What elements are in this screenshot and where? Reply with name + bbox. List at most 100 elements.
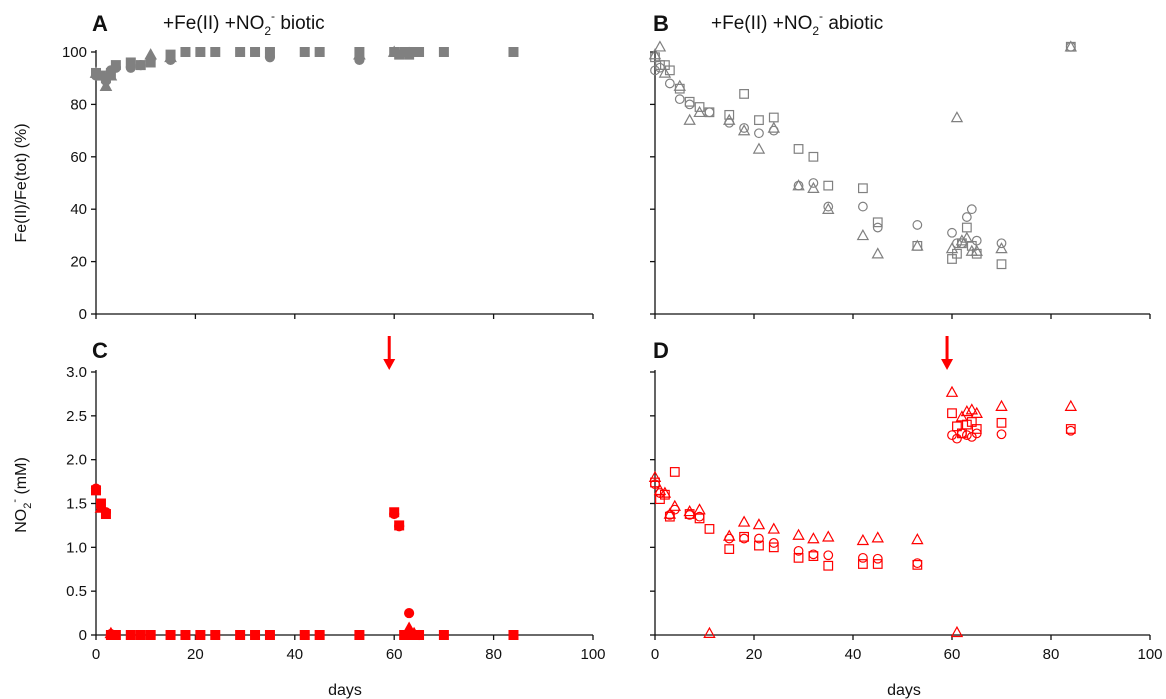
marker-triangle-d — [822, 530, 835, 542]
marker-circle-d — [971, 428, 982, 439]
marker-triangle-b — [1064, 40, 1078, 52]
marker-triangle-b — [752, 142, 766, 154]
x-tick-label-c: 60 — [386, 646, 403, 663]
marker-circle-a — [404, 46, 415, 58]
marker-square-a — [508, 47, 519, 57]
marker-circle-c — [389, 508, 400, 520]
marker-triangle-c — [402, 621, 416, 633]
panel-title-a-sub: 2 — [264, 24, 271, 38]
y-axis-title-bottom-base: NO — [13, 509, 30, 533]
marker-triangle-d — [807, 532, 820, 544]
marker-circle-d — [872, 553, 883, 564]
y-axis-title-bottom: NO2- (mM) — [9, 457, 34, 533]
marker-square-b — [754, 115, 764, 126]
marker-circle-d — [957, 428, 967, 439]
marker-square-d — [857, 559, 868, 569]
marker-triangle-d — [723, 529, 736, 541]
marker-square-b — [684, 96, 695, 107]
x-axis-title-left: days — [328, 682, 362, 699]
marker-triangle-d — [658, 486, 672, 498]
marker-circle-d — [823, 550, 834, 561]
marker-square-c — [180, 630, 191, 640]
marker-circle-b — [739, 123, 749, 133]
marker-square-c — [508, 630, 519, 640]
marker-circle-d — [966, 431, 977, 442]
x-tick-label-d: 0 — [651, 646, 659, 663]
marker-triangle-a — [387, 45, 401, 57]
marker-square-d — [724, 544, 735, 554]
marker-square-c — [210, 630, 221, 640]
marker-circle-b — [947, 227, 957, 238]
marker-circle-b — [966, 204, 977, 215]
marker-triangle-b — [945, 242, 959, 254]
x-tick-label-d: 100 — [1137, 646, 1162, 663]
marker-triangle-d — [970, 406, 983, 418]
marker-square-a — [210, 47, 221, 57]
panel-title-b-sub: 2 — [812, 24, 819, 38]
x-tick-label-c: 0 — [92, 646, 100, 663]
marker-square-a — [250, 47, 261, 57]
marker-circle-b — [684, 99, 695, 110]
y-tick-label-c: 1.5 — [66, 496, 87, 513]
marker-triangle-d — [945, 385, 959, 397]
marker-triangle-d — [965, 403, 979, 415]
marker-circle-d — [650, 479, 660, 490]
marker-circle-d — [858, 552, 868, 563]
marker-square-d — [823, 560, 834, 571]
marker-square-d — [669, 467, 680, 477]
x-tick-label-d: 60 — [944, 646, 961, 663]
y-tick-label-c: 0.5 — [66, 583, 87, 600]
marker-triangle-b — [822, 202, 835, 214]
chart-panel-b — [648, 40, 1151, 319]
marker-circle-b — [996, 238, 1007, 249]
x-tick-label-d: 40 — [845, 646, 862, 663]
marker-square-c — [438, 630, 449, 640]
marker-triangle-a — [99, 79, 113, 91]
marker-circle-d — [1065, 425, 1076, 436]
marker-square-d — [996, 417, 1007, 428]
plot-layer: 0 20 40 60 80 100 0 0.5 1.0 1.5 2.0 2.5 3.0 0 20 40 60 80… — [62, 40, 1163, 663]
x-tick-label-c: 40 — [286, 646, 303, 663]
marker-circle-b — [961, 212, 972, 222]
marker-circle-b — [971, 235, 982, 246]
panel-title-a-base: +Fe(II) +NO — [163, 13, 264, 34]
marker-circle-b — [650, 65, 660, 76]
marker-square-c — [235, 630, 246, 640]
marker-square-c — [264, 630, 275, 640]
marker-circle-b — [872, 222, 883, 233]
marker-circle-b — [858, 201, 868, 212]
marker-triangle-d — [653, 483, 667, 496]
marker-triangle-b — [960, 231, 974, 243]
marker-triangle-b — [693, 105, 706, 118]
marker-circle-b — [754, 128, 764, 139]
marker-square-b — [694, 102, 705, 112]
marker-square-a — [180, 47, 191, 57]
x-axis-title-right: days — [887, 682, 921, 699]
marker-triangle-b — [955, 234, 969, 246]
marker-circle-a — [110, 62, 121, 73]
marker-triangle-d — [648, 470, 662, 482]
x-tick-label-c: 20 — [187, 646, 204, 663]
marker-triangle-d — [693, 503, 706, 515]
marker-square-c — [195, 630, 206, 640]
marker-square-d — [947, 408, 957, 419]
y-tick-label-a: 20 — [70, 254, 87, 271]
marker-triangle-b — [653, 40, 667, 52]
marker-square-b — [961, 222, 972, 233]
marker-square-c — [165, 630, 176, 640]
marker-triangle-b — [767, 121, 781, 133]
marker-square-b — [793, 144, 804, 154]
chart-panel-d: 0 20 40 60 80 100 — [648, 336, 1163, 663]
marker-triangle-d — [683, 504, 696, 517]
marker-square-d — [793, 552, 804, 563]
marker-square-b — [872, 217, 883, 228]
marker-square-d — [971, 424, 982, 434]
arrow-head-c — [383, 359, 396, 370]
x-tick-label-c: 80 — [485, 646, 502, 663]
marker-triangle-b — [683, 113, 696, 125]
x-tick-label-c: 100 — [580, 646, 605, 663]
marker-circle-a — [264, 52, 276, 63]
y-axis-title-bottom-sub: 2 — [22, 503, 34, 509]
marker-square-b — [768, 112, 779, 123]
marker-circle-a — [125, 62, 136, 73]
